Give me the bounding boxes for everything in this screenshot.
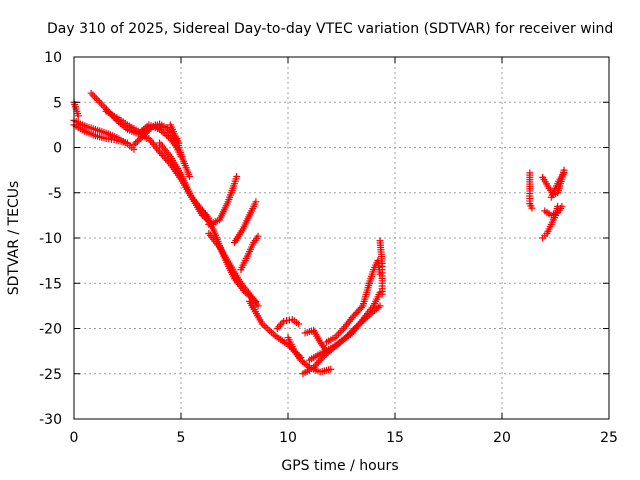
x-tick-label: 5: [177, 430, 186, 446]
y-tick-label: -25: [39, 367, 62, 383]
data-point-marker: [356, 305, 364, 313]
x-tick-label: 20: [493, 430, 511, 446]
y-tick-label: -20: [39, 322, 62, 338]
series-arc-17: [273, 315, 303, 332]
y-axis-label: SDTVAR / TECUs: [6, 181, 22, 296]
data-point-marker: [254, 232, 262, 240]
data-point-marker: [277, 321, 285, 329]
data-point-marker: [295, 320, 303, 328]
series-arc-8: [166, 121, 194, 180]
data-point-marker: [157, 150, 165, 158]
x-tick-label: 25: [600, 430, 618, 446]
data-point-marker: [262, 323, 270, 331]
data-point-marker: [135, 136, 143, 144]
data-point-marker: [137, 134, 145, 142]
series-arc-13: [205, 229, 262, 310]
data-point-marker: [254, 302, 262, 310]
data-point-marker: [350, 312, 358, 320]
x-axis-label: GPS time / hours: [281, 458, 398, 474]
data-point-marker: [264, 325, 272, 333]
data-point-marker: [266, 327, 274, 335]
y-tick-label: -30: [39, 412, 62, 428]
data-point-marker: [186, 172, 194, 180]
data-point-marker: [558, 202, 566, 210]
series-arc-7: [134, 121, 185, 161]
data-point-marker: [101, 104, 109, 112]
data-point-marker: [130, 141, 138, 149]
data-point-marker: [275, 323, 283, 331]
data-point-marker: [156, 148, 164, 156]
series-arc-22: [323, 279, 373, 346]
axis-ticks: 0 5 10 15 20 25 10 5 0 -5 -10 -15 -20 -25 -30: [39, 50, 618, 446]
data-point-marker: [92, 95, 100, 103]
data-point-marker: [348, 314, 356, 322]
series-arc-21: [301, 326, 331, 355]
data-point-marker: [357, 304, 365, 312]
y-tick-label: -5: [48, 186, 62, 202]
y-tick-label: 0: [53, 141, 62, 157]
data-point-marker: [314, 358, 322, 366]
grid-lines: [74, 57, 609, 419]
data-point-marker: [378, 290, 386, 298]
series-arc-28: [541, 202, 566, 219]
series-arc-18: [284, 334, 335, 376]
series-arc-14: [231, 198, 260, 247]
data-point-marker: [313, 360, 321, 368]
data-point-marker: [87, 89, 95, 97]
chart-title: Day 310 of 2025, Sidereal Day-to-day VTE…: [47, 21, 613, 37]
data-point-marker: [327, 365, 335, 373]
data-point-marker: [273, 325, 281, 332]
data-point-marker: [233, 172, 241, 180]
data-point-marker: [351, 310, 359, 318]
data-point-marker: [74, 112, 82, 120]
series-arc-2: [70, 116, 138, 153]
data-point-marker: [310, 363, 318, 371]
data-point-marker: [338, 326, 346, 334]
data-points: [70, 89, 568, 378]
data-point-marker: [94, 96, 102, 104]
data-point-marker: [165, 127, 173, 135]
data-point-marker: [132, 139, 140, 147]
series-arc-10: [156, 139, 213, 222]
series-arc-15: [237, 232, 262, 274]
data-point-marker: [317, 355, 325, 363]
y-tick-label: 10: [44, 50, 62, 66]
x-tick-label: 0: [70, 430, 79, 446]
series-arc-29: [547, 169, 568, 201]
data-point-marker: [354, 307, 362, 315]
data-point-marker: [376, 302, 384, 310]
data-point-marker: [336, 328, 344, 336]
x-tick-label: 15: [386, 430, 404, 446]
y-tick-label: -15: [39, 276, 62, 292]
series-arc-24: [376, 237, 386, 298]
data-point-marker: [159, 151, 167, 159]
data-point-marker: [89, 91, 97, 99]
data-point-marker: [252, 198, 260, 206]
data-point-marker: [91, 93, 99, 101]
data-point-marker: [528, 204, 536, 212]
data-point-marker: [353, 309, 361, 317]
data-point-marker: [96, 98, 104, 106]
data-point-marker: [311, 362, 319, 370]
data-point-marker: [267, 328, 275, 336]
y-tick-label: 5: [53, 95, 62, 111]
x-tick-label: 10: [279, 430, 297, 446]
data-point-marker: [560, 169, 568, 177]
data-point-marker: [323, 347, 331, 355]
data-point-marker: [97, 100, 105, 108]
data-point-marker: [335, 330, 343, 338]
data-point-marker: [133, 138, 141, 146]
data-point-marker: [160, 153, 168, 161]
y-tick-label: -10: [39, 231, 62, 247]
data-point-marker: [316, 357, 324, 365]
series-arc-25: [526, 169, 536, 212]
